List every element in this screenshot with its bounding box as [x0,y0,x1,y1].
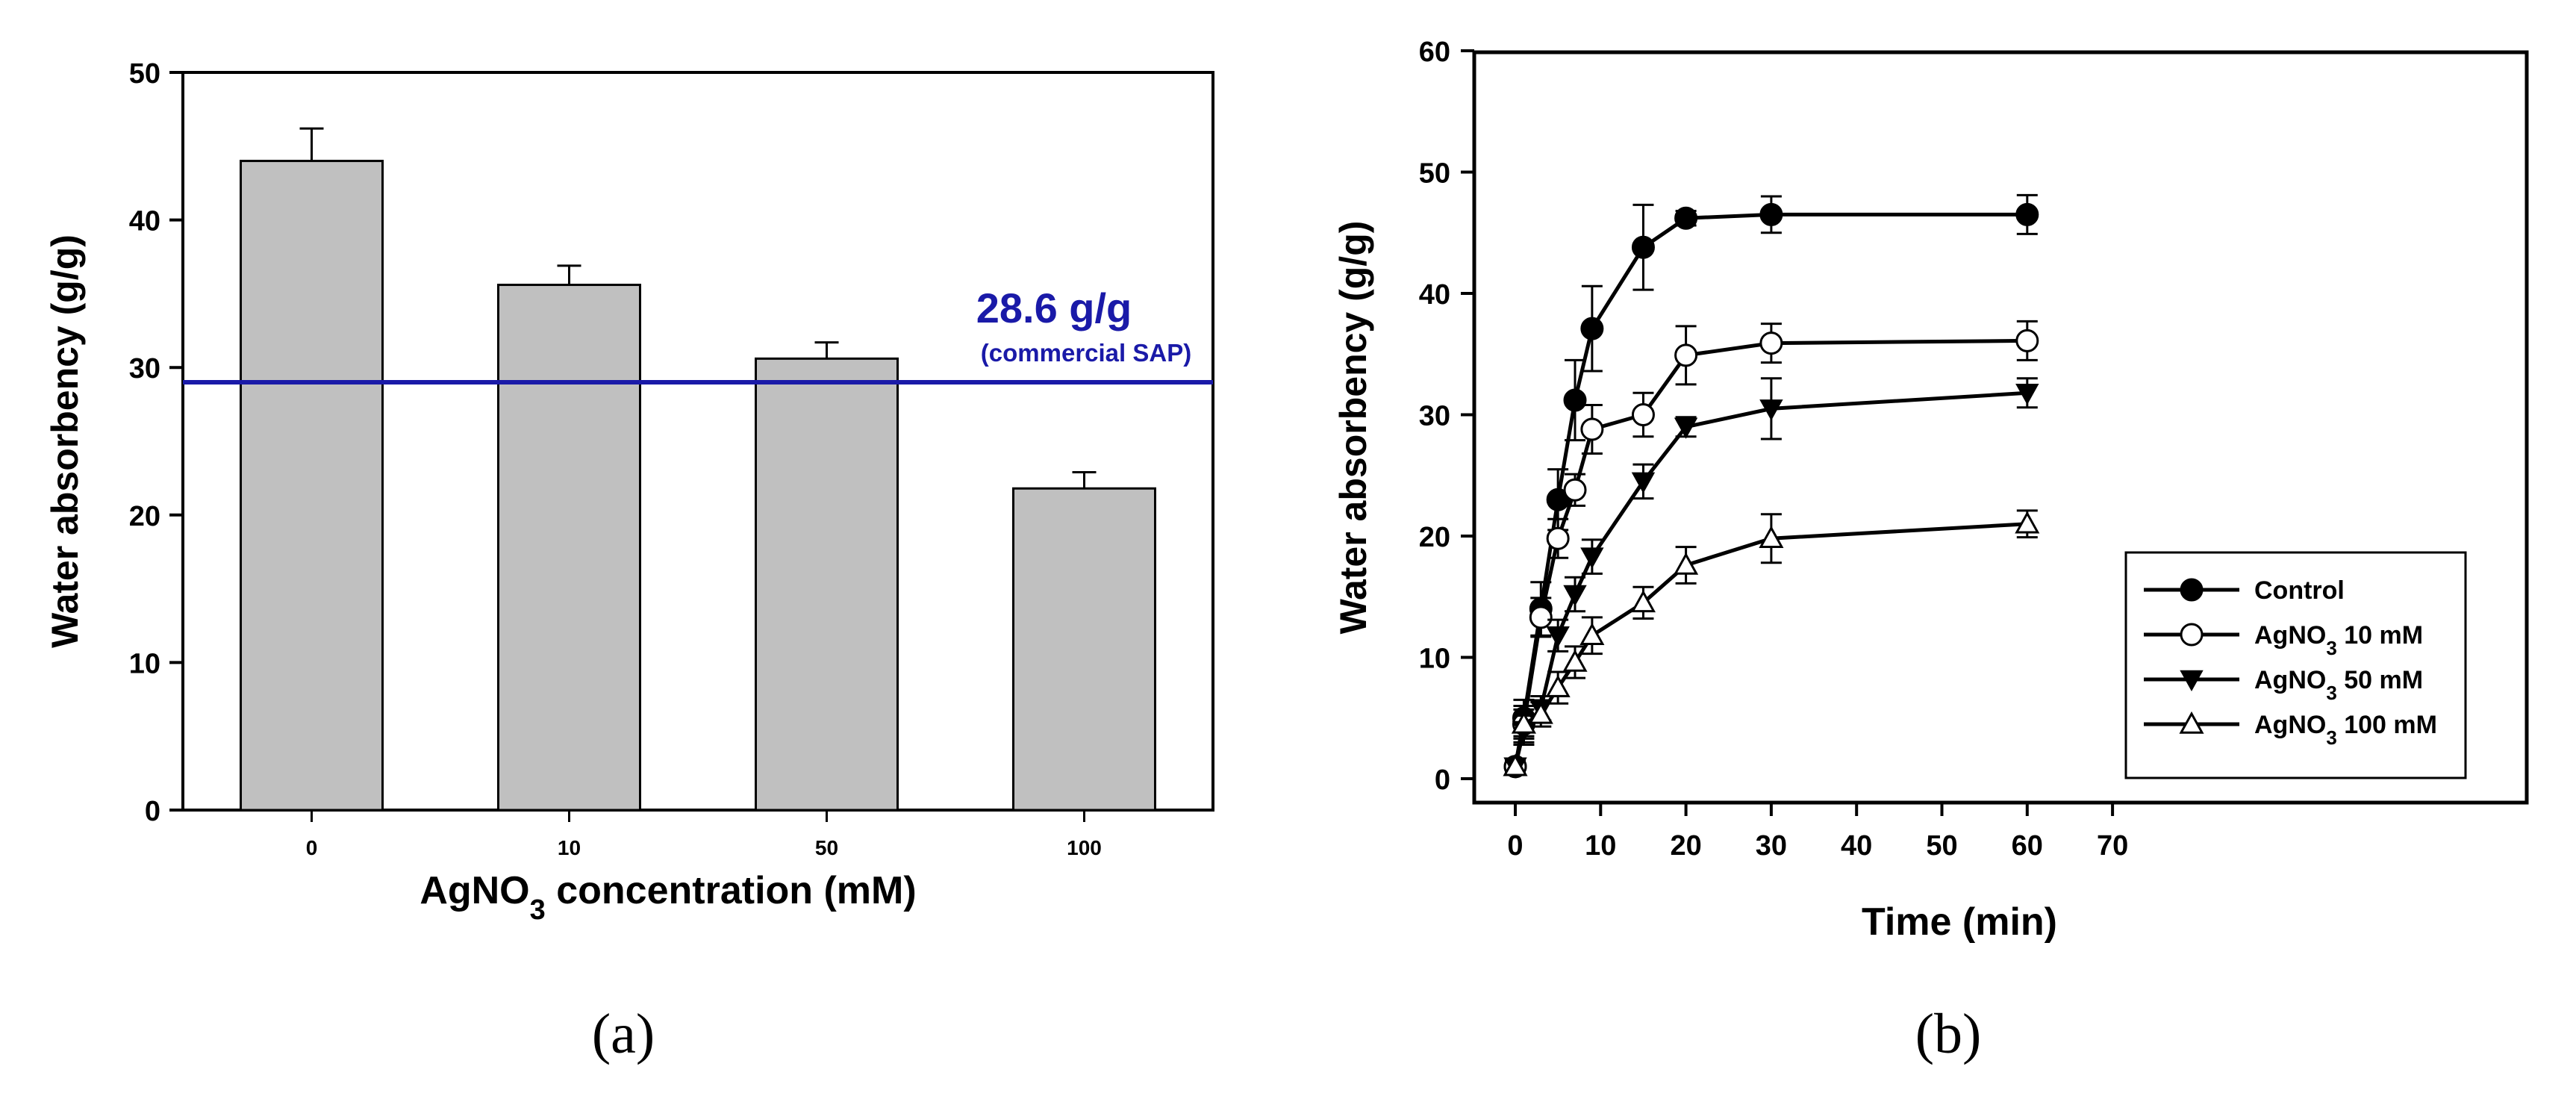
data-point [1546,526,1570,550]
panel-caption: (b) [1915,1003,1982,1065]
y-tick-label: 20 [1419,522,1450,553]
y-tick-label: 0 [1435,765,1450,796]
data-point [1631,235,1655,259]
data-point [1529,605,1553,629]
data-point [1528,701,1553,724]
data-point [1563,585,1587,607]
data-point [1674,206,1698,230]
x-tick-label: 60 [2012,830,2043,862]
x-tick-label: 100 [1067,836,1102,859]
x-tick-label: 10 [1585,830,1616,862]
data-point [1759,399,1783,421]
legend-label: AgNO3 50 mM [2254,666,2423,704]
data-point [1546,626,1570,648]
series-3 [1503,509,2040,776]
x-tick-label: 30 [1756,830,1787,862]
data-point [1546,488,1570,511]
panel-a-bar-chart: 0 10 20 30 40 50 0 10 50 100 28.6 g/g (commercial S… [44,58,1214,1065]
y-axis-label: Water absorbency (g/g) [44,234,86,648]
bar [1012,487,1156,812]
data-point [1545,675,1571,697]
data-point [2180,623,2204,647]
data-point [1674,343,1698,367]
x-tick-label: 50 [815,836,838,859]
data-point [1631,472,1656,493]
data-point [2015,384,2039,405]
y-tick-label: 10 [1419,644,1450,675]
y-tick-label: 40 [1419,279,1450,311]
panel-caption: (a) [592,1003,655,1065]
x-tick-label: 20 [1670,830,1701,862]
x-tick-label: 70 [2097,830,2128,862]
data-point [2180,578,2204,602]
data-point [1759,331,1783,355]
legend-label: AgNO3 10 mM [2254,621,2423,659]
x-tick-label: 50 [1926,830,1957,862]
data-point [2179,711,2204,734]
y-tick-label: 0 [145,796,160,827]
y-tick-label: 10 [129,648,160,679]
data-point [1630,590,1656,613]
data-point [2180,670,2204,692]
data-point [2015,511,2040,534]
y-tick-label: 50 [1419,158,1450,190]
data-point [1580,317,1604,340]
x-axis-label: Time (min) [1862,900,2057,944]
x-tick-label: 0 [306,836,318,859]
x-axis-label: AgNO3 concentration (mM) [420,869,916,926]
bar [240,160,384,812]
data-point [1503,753,1528,776]
reference-note-label: (commercial SAP) [981,339,1191,367]
bar [755,357,899,812]
data-point [2015,329,2039,352]
legend-label: Control [2254,576,2345,605]
x-tick-label: 10 [558,836,581,859]
data-point [1674,417,1698,439]
data-point [1563,478,1587,502]
legend-label: AgNO3 100 mM [2254,711,2437,749]
data-point [1563,388,1587,412]
y-axis-label: Water absorbency (g/g) [1332,221,1374,635]
x-tick-label: 0 [1507,830,1523,862]
data-point [1580,547,1604,569]
series-line [1513,338,2027,767]
y-tick-label: 30 [129,353,160,384]
data-point [1579,623,1605,645]
data-point [1759,202,1783,226]
data-point [1759,526,1784,548]
y-tick-label: 30 [1419,401,1450,432]
y-tick-label: 50 [129,58,160,90]
bar [497,284,641,812]
plot-frame [1472,50,2529,805]
data-point [1580,417,1604,441]
data-point [2015,202,2039,226]
y-tick-label: 20 [129,501,160,532]
panel-b-line-chart: 0 10 20 30 40 50 60 0 10 20 30 40 50 60 70 Control AgNO3… [1332,37,2529,1065]
legend: Control AgNO3 10 mM AgNO3 50 mM AgNO3 100 m… [2124,551,2467,779]
reference-value-label: 28.6 g/g [976,284,1132,331]
data-point [1631,403,1655,426]
plot-frame [181,71,1214,812]
data-point [1562,649,1588,672]
x-tick-label: 40 [1841,830,1872,862]
data-point [1674,552,1699,575]
y-tick-label: 60 [1419,37,1450,68]
y-tick-label: 40 [129,206,160,237]
